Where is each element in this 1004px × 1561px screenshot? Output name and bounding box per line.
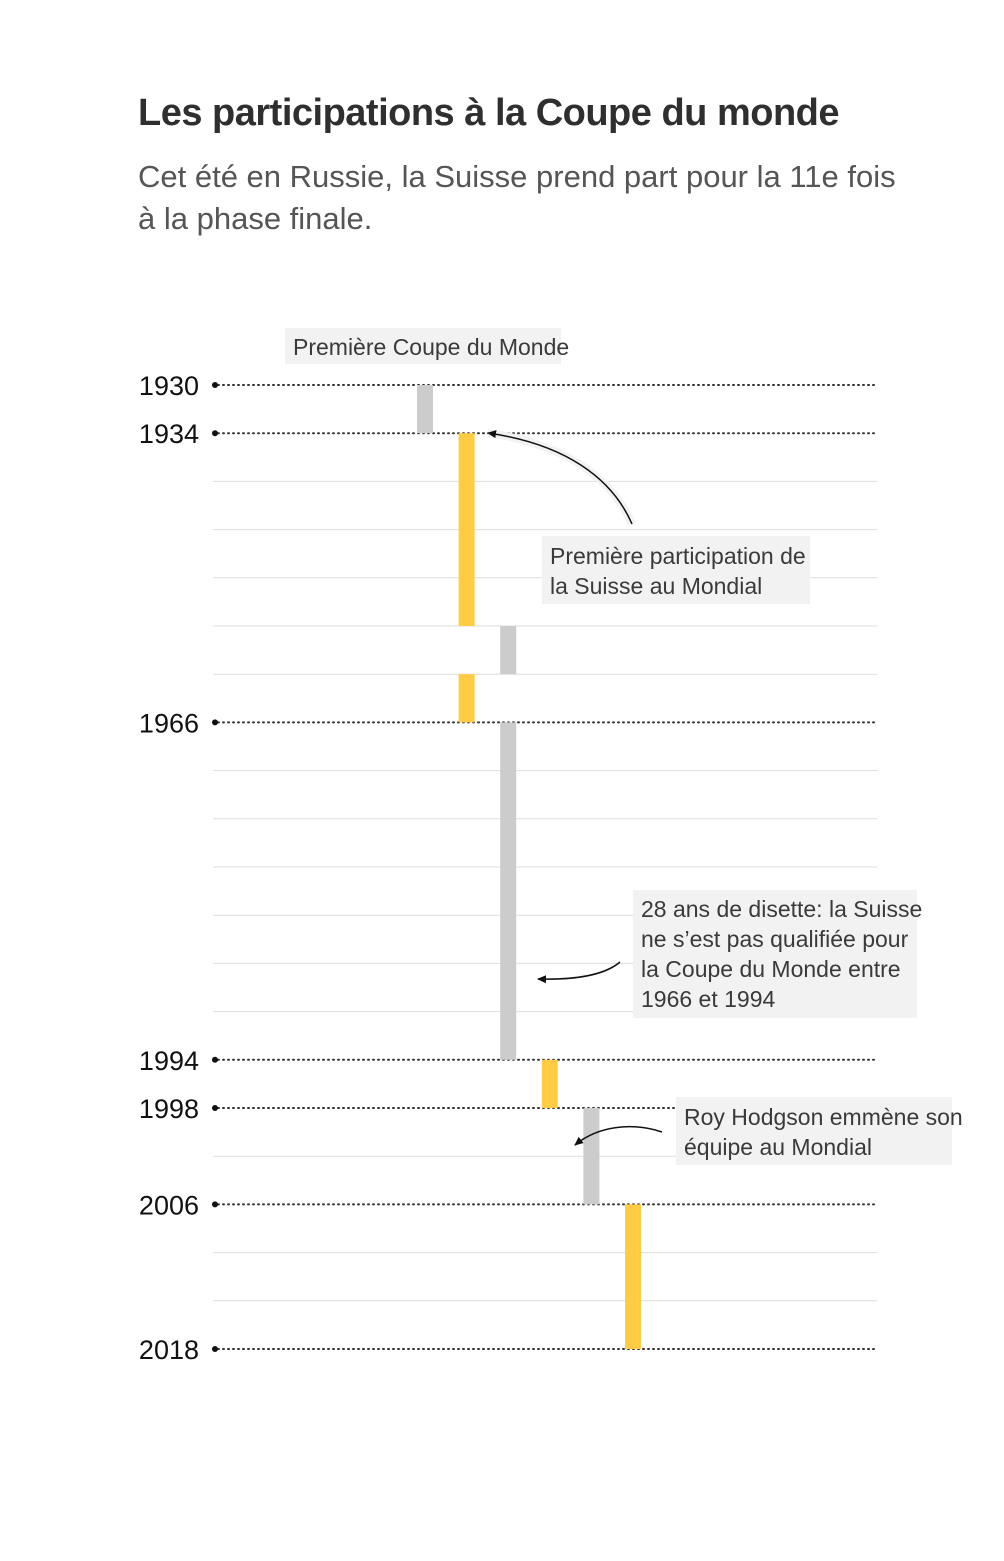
arrow-first-participation xyxy=(487,430,633,525)
segment-absent-1998-2006 xyxy=(583,1108,600,1205)
year-dot-1994 xyxy=(212,1056,218,1063)
annotations: Première Coupe du Monde Première partici… xyxy=(285,328,963,1165)
year-dot-2006 xyxy=(212,1201,218,1208)
year-label-2018: 2018 xyxy=(139,1335,199,1365)
year-label-1998: 1998 xyxy=(139,1094,199,1124)
annotation-hodgson-line-2: équipe au Mondial xyxy=(684,1134,872,1160)
annotation-first-participation: Première participation de la Suisse au M… xyxy=(487,429,810,604)
segment-absent-1966-1994 xyxy=(500,722,517,1060)
year-dot-1966 xyxy=(212,719,218,726)
year-label-1930: 1930 xyxy=(139,371,199,401)
year-label-1934: 1934 xyxy=(139,419,199,449)
year-label-1994: 1994 xyxy=(139,1046,199,1076)
annotation-hodgson-line-1: Roy Hodgson emmène son xyxy=(684,1104,963,1130)
year-label-1966: 1966 xyxy=(139,708,199,738)
segment-present-1934-1962 xyxy=(458,433,475,626)
bars xyxy=(213,385,641,1349)
gap-row-mask xyxy=(213,627,513,674)
segment-present-1962-1966 xyxy=(458,674,475,723)
annotation-first-world-cup-line-1: Première Coupe du Monde xyxy=(293,334,569,360)
arrow-hodgson xyxy=(574,1126,663,1146)
annotation-hodgson: Roy Hodgson emmène son équipe au Mondial xyxy=(574,1097,963,1165)
segment-present-2006-2018 xyxy=(625,1204,641,1349)
segment-absent-1962-1966 xyxy=(500,626,517,675)
year-label-2006: 2006 xyxy=(139,1190,199,1220)
year-dot-1998 xyxy=(212,1105,218,1111)
annotation-first-participation-line-2: la Suisse au Mondial xyxy=(550,573,762,599)
annotation-drought: 28 ans de disette: la Suisse ne s’est pa… xyxy=(537,890,922,1018)
chart-subtitle: Cet été en Russie, la Suisse prend part … xyxy=(138,159,896,236)
annotation-bg xyxy=(676,1097,952,1165)
annotation-bg xyxy=(285,328,561,364)
annotation-first-participation-line-1: Première participation de xyxy=(550,543,806,569)
arrow-drought xyxy=(537,961,621,984)
annotation-bg xyxy=(542,536,810,604)
annotation-drought-line-2: ne s’est pas qualifiée pour xyxy=(641,926,909,952)
annotation-first-world-cup: Première Coupe du Monde xyxy=(285,328,569,364)
year-dot-1930 xyxy=(212,382,218,388)
year-dot-1934 xyxy=(212,430,218,437)
chart-title: Les participations à la Coupe du monde xyxy=(138,92,840,134)
segment-absent-1930-1934 xyxy=(417,385,433,434)
grid-lines: 1930 1934 1966 1994 1998 2006 2018 xyxy=(139,371,878,1365)
year-dot-2018 xyxy=(212,1346,218,1352)
segment-present-1994-1998 xyxy=(541,1059,558,1108)
annotation-drought-line-1: 28 ans de disette: la Suisse xyxy=(641,896,922,922)
annotation-drought-line-3: la Coupe du Monde entre xyxy=(641,956,901,982)
annotation-bg xyxy=(633,890,917,1018)
annotation-drought-line-4: 1966 et 1994 xyxy=(641,986,776,1012)
